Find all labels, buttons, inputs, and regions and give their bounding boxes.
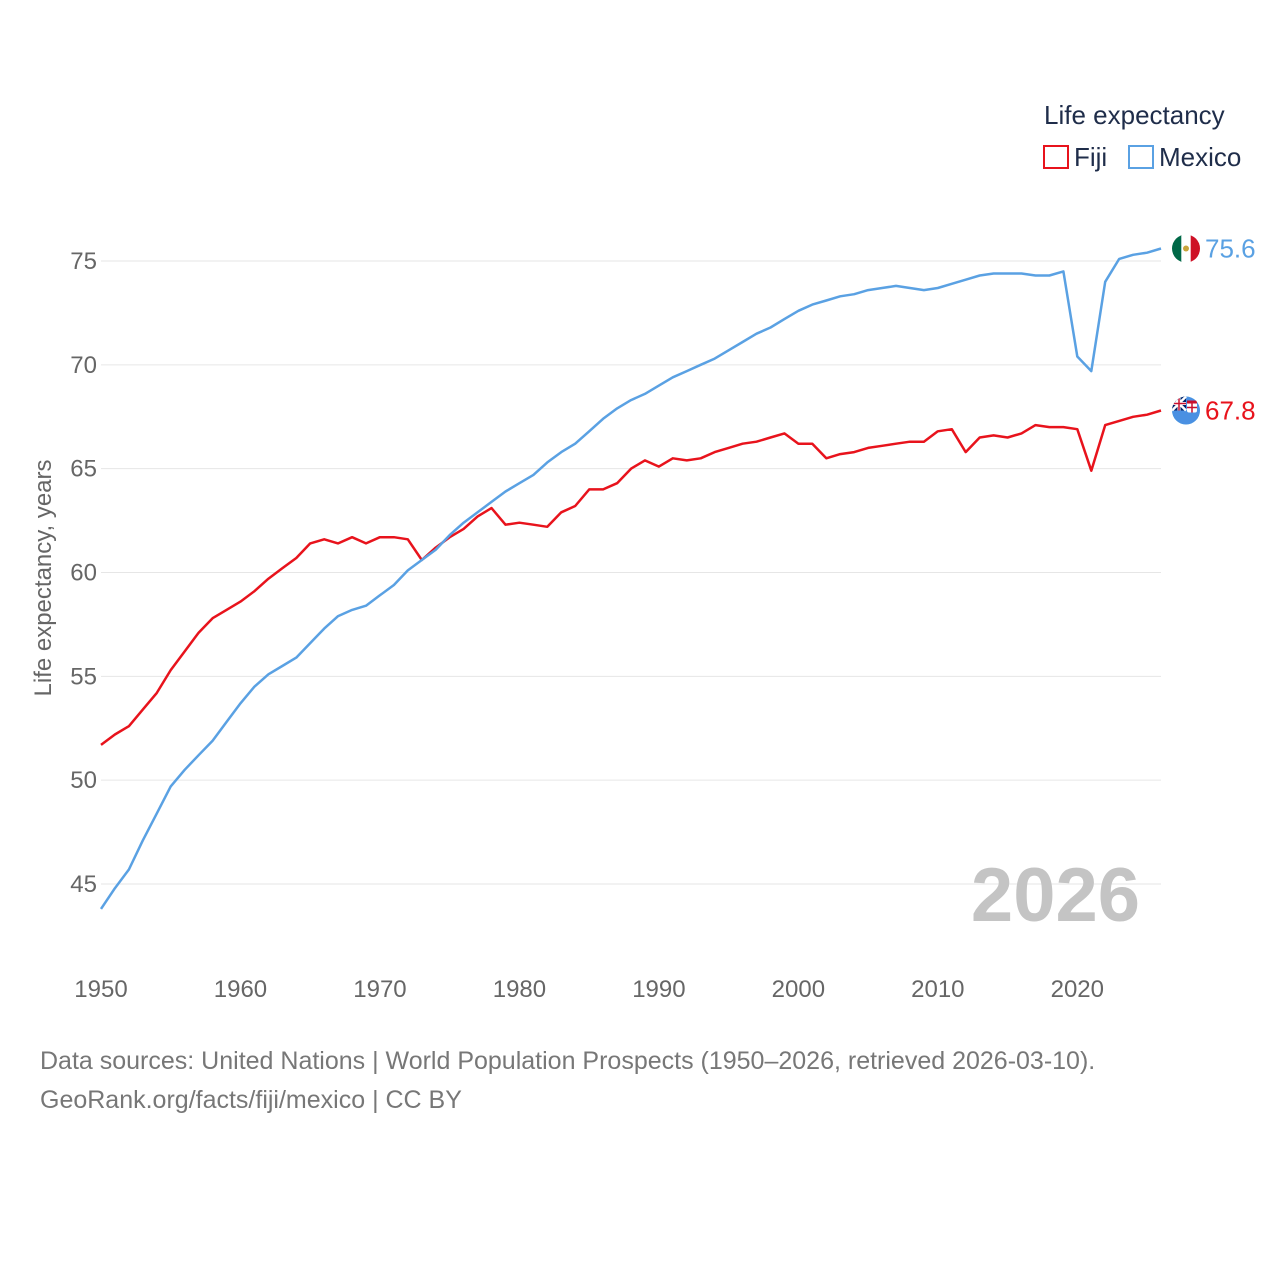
legend-swatch-mexico (1128, 145, 1154, 169)
y-axis-label: Life expectancy, years (30, 459, 57, 696)
x-tick-2000: 2000 (772, 976, 825, 1003)
fiji-end-value: 67.8 (1205, 396, 1256, 426)
x-tick-1960: 1960 (214, 976, 267, 1003)
x-tick-1980: 1980 (493, 976, 546, 1003)
source-text: Data sources: United Nations | World Pop… (40, 1047, 1096, 1075)
legend-title: Life expectancy (1044, 100, 1225, 130)
current-year-label: 2026 (971, 853, 1140, 938)
y-tick-45: 45 (70, 871, 97, 898)
x-tick-2010: 2010 (911, 976, 964, 1003)
series-line-fiji (100, 409, 1162, 746)
y-tick-50: 50 (70, 767, 97, 794)
legend-label-mexico: Mexico (1159, 142, 1241, 172)
source-link[interactable]: GeoRank.org/facts/fiji/mexico | CC BY (40, 1086, 462, 1114)
legend-item-mexico[interactable]: Mexico (1128, 142, 1241, 172)
y-tick-60: 60 (70, 560, 97, 587)
x-tick-1970: 1970 (353, 976, 406, 1003)
x-tick-2020: 2020 (1051, 976, 1104, 1003)
mexico-end-value: 75.6 (1205, 234, 1256, 264)
series-lines (99, 247, 1162, 910)
x-tick-1990: 1990 (632, 976, 685, 1003)
legend-label-fiji: Fiji (1074, 142, 1107, 172)
fiji-flag-icon (1172, 396, 1200, 425)
x-tick-1950: 1950 (74, 976, 127, 1003)
source-footer: Data sources: United Nations | World Pop… (40, 1042, 1095, 1120)
y-tick-70: 70 (70, 352, 97, 379)
legend-swatch-fiji (1043, 145, 1069, 169)
y-tick-65: 65 (70, 456, 97, 483)
y-axis-ticks: 45 50 55 60 65 70 75 (70, 248, 97, 898)
y-tick-75: 75 (70, 248, 97, 275)
mexico-flag-icon (1172, 234, 1200, 263)
x-axis-ticks: 1950 1960 1970 1980 1990 2000 2010 2020 (74, 976, 1104, 1003)
legend-item-fiji[interactable]: Fiji (1043, 142, 1107, 172)
series-line-mexico (99, 247, 1162, 910)
gridlines (101, 260, 1161, 885)
y-tick-55: 55 (70, 663, 97, 690)
